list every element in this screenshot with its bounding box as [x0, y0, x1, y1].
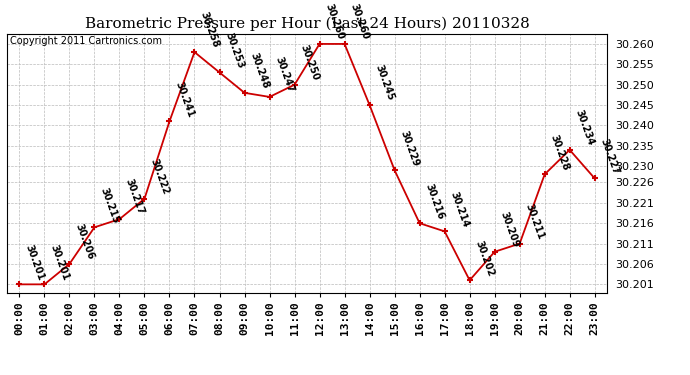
Text: 30.209: 30.209 — [499, 210, 521, 249]
Text: 30.248: 30.248 — [248, 51, 271, 90]
Text: 30.227: 30.227 — [599, 137, 621, 176]
Text: 30.201: 30.201 — [23, 243, 46, 282]
Text: 30.260: 30.260 — [324, 3, 346, 41]
Text: 30.234: 30.234 — [574, 108, 596, 147]
Text: 30.201: 30.201 — [48, 243, 71, 282]
Text: 30.245: 30.245 — [374, 64, 396, 102]
Text: 30.202: 30.202 — [474, 239, 496, 278]
Text: 30.253: 30.253 — [224, 31, 246, 70]
Text: 30.247: 30.247 — [274, 56, 296, 94]
Text: 30.241: 30.241 — [174, 80, 196, 118]
Text: 30.206: 30.206 — [74, 222, 96, 261]
Title: Barometric Pressure per Hour (Last 24 Hours) 20110328: Barometric Pressure per Hour (Last 24 Ho… — [85, 17, 529, 31]
Text: 30.229: 30.229 — [399, 129, 421, 168]
Text: 30.217: 30.217 — [124, 178, 146, 216]
Text: 30.258: 30.258 — [199, 10, 221, 49]
Text: 30.215: 30.215 — [99, 186, 121, 225]
Text: 30.228: 30.228 — [549, 133, 571, 171]
Text: 30.250: 30.250 — [299, 43, 321, 82]
Text: 30.222: 30.222 — [148, 158, 171, 196]
Text: 30.216: 30.216 — [424, 182, 446, 220]
Text: 30.211: 30.211 — [524, 202, 546, 241]
Text: 30.260: 30.260 — [348, 3, 371, 41]
Text: 30.214: 30.214 — [448, 190, 471, 229]
Text: Copyright 2011 Cartronics.com: Copyright 2011 Cartronics.com — [10, 36, 162, 46]
